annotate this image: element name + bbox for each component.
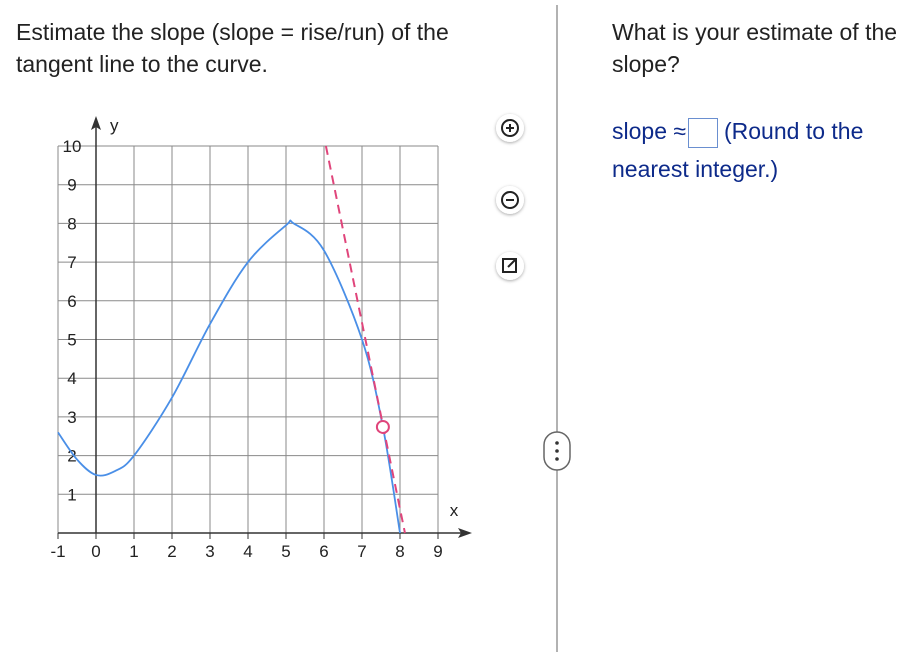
y-tick-label: 8 [67, 214, 76, 233]
expand[interactable] [496, 252, 524, 280]
y-axis-arrow [91, 116, 101, 130]
curve [57, 219, 401, 534]
x-tick-label: 0 [91, 542, 100, 561]
resize-handle[interactable] [543, 431, 571, 471]
y-tick-label: 6 [67, 292, 76, 311]
answer-label: slope ≈ [612, 118, 686, 144]
zoom-out[interactable] [496, 186, 524, 214]
y-tick-label: 2 [67, 447, 76, 466]
y-tick-label: 10 [63, 137, 82, 156]
y-tick-label: 1 [67, 485, 76, 504]
x-tick-label: 6 [319, 542, 328, 561]
x-axis-arrow [458, 528, 472, 538]
y-tick-label: 3 [67, 408, 76, 427]
answer-line: slope ≈ (Round to the nearest integer.) [612, 112, 917, 188]
x-tick-label: 3 [205, 542, 214, 561]
zoom-in[interactable] [496, 114, 524, 142]
x-tick-label: 1 [129, 542, 138, 561]
x-tick-label: 4 [243, 542, 252, 561]
y-tick-label: 5 [67, 331, 76, 350]
tangent-line [324, 145, 406, 534]
x-tick-label: 8 [395, 542, 404, 561]
x-tick-label: -1 [50, 542, 65, 561]
answer-prompt: What is your estimate of the slope? [612, 19, 898, 77]
y-axis-label: y [110, 116, 119, 135]
x-tick-label: 7 [357, 542, 366, 561]
y-tick-label: 9 [67, 176, 76, 195]
answer-input[interactable] [688, 117, 718, 148]
x-tick-label: 5 [281, 542, 290, 561]
answer-hint: (Round to the nearest integer.) [612, 118, 864, 182]
x-tick-label: 2 [167, 542, 176, 561]
x-axis-label: x [450, 501, 459, 520]
x-tick-label: 9 [433, 542, 442, 561]
tangent-point [375, 419, 390, 434]
question: Estimate the slope (slope = rise/run) of… [16, 19, 449, 77]
y-tick-label: 4 [67, 369, 76, 388]
y-tick-label: 7 [67, 253, 76, 272]
